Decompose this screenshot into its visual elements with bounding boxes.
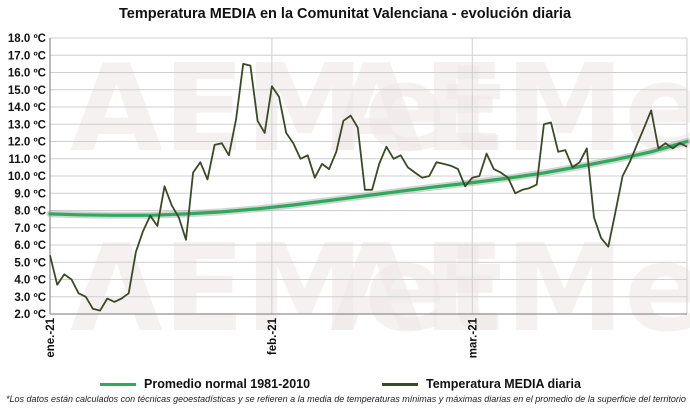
y-tick-label: 2.0 ºC	[14, 309, 46, 321]
watermark-text-4: AEMet	[330, 220, 690, 359]
watermark-text-1: AEMet	[70, 40, 503, 179]
y-tick-label: 16.0 ºC	[8, 68, 46, 80]
y-tick-label: 15.0 ºC	[8, 85, 46, 97]
x-axis-tick-labels: ene.-21 feb.-21 mar.-21	[45, 317, 479, 358]
series-line-daily	[49, 63, 688, 312]
x-tick-label: feb.-21	[267, 317, 279, 355]
legend-label-normal: Promedio normal 1981-2010	[144, 377, 311, 391]
chart-title: Temperatura MEDIA en la Comunitat Valenc…	[118, 6, 572, 22]
x-tick-label: ene.-21	[45, 317, 57, 357]
legend-swatch-daily	[382, 382, 418, 386]
y-tick-label: 13.0 ºC	[8, 119, 46, 131]
y-tick-label: 11.0 ºC	[9, 154, 46, 166]
legend-swatch-normal	[100, 382, 136, 386]
footnote: *Los datos están calculados con técnicas…	[6, 394, 686, 404]
y-axis-tick-labels: 2.0 ºC 3.0 ºC 4.0 ºC 5.0 ºC 6.0 ºC 7.0 ºC 8.0 …	[8, 33, 46, 321]
y-tick-label: 3.0 ºC	[14, 292, 46, 304]
y-tick-label: 7.0 ºC	[14, 223, 46, 235]
y-tick-label: 17.0 ºC	[8, 50, 46, 62]
legend-item-daily: Temperatura MEDIA diaria	[382, 376, 581, 392]
watermark-text-3: AEMet	[70, 220, 503, 359]
y-tick-label: 9.0 ºC	[14, 188, 46, 200]
y-tick-label: 10.0 ºC	[8, 171, 46, 183]
y-tick-label: 6.0 ºC	[14, 240, 46, 252]
legend-label-daily: Temperatura MEDIA diaria	[426, 377, 581, 391]
x-tick-label: mar.-21	[467, 317, 479, 358]
y-tick-label: 12.0 ºC	[8, 137, 46, 149]
y-tick-label: 18.0 ºC	[8, 33, 46, 45]
axes	[49, 38, 687, 315]
y-tick-label: 4.0 ºC	[14, 275, 46, 287]
legend-item-normal: Promedio normal 1981-2010	[100, 376, 310, 392]
y-tick-label: 14.0 ºC	[8, 102, 46, 114]
watermark: AEMetAEMetAEMetAEMet	[70, 40, 690, 359]
series	[46, 63, 690, 312]
y-tick-label: 5.0 ºC	[14, 257, 46, 269]
y-tick-label: 8.0 ºC	[14, 206, 46, 218]
